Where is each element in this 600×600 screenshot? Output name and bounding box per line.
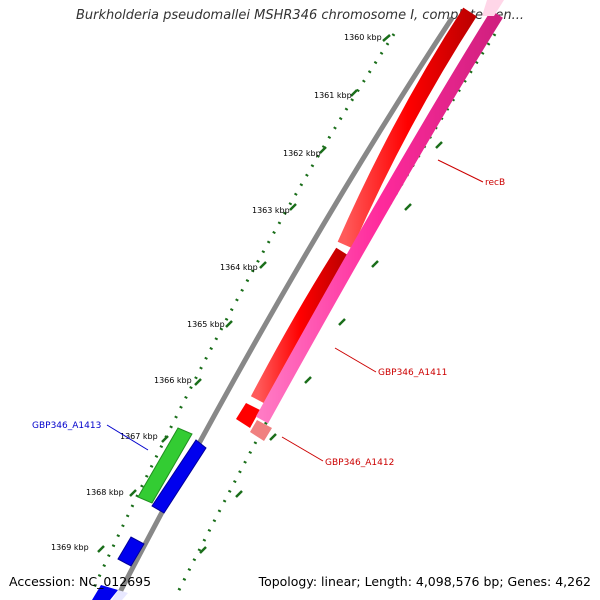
gene-blue-small[interactable] [117, 536, 145, 567]
gene-GBP346_A1411-arrowhead[interactable] [236, 403, 260, 428]
gene-faint-bottom [112, 590, 128, 600]
label-GBP346_A1412[interactable]: GBP346_A1412 [325, 458, 394, 468]
gene-blue-bottom[interactable] [92, 585, 118, 600]
gene-faint-top [482, 0, 504, 16]
map-title: Burkholderia pseudomallei MSHR346 chromo… [75, 8, 525, 23]
gene-GBP346_A1412[interactable] [250, 420, 272, 441]
ruler-outer-track [90, 33, 396, 593]
tick-label-1368: 1368 kbp [86, 488, 124, 497]
gene-recB[interactable] [337, 7, 477, 249]
tick-labels: 1360 kbp 1361 kbp 1362 kbp 1363 kbp 1364… [51, 33, 382, 552]
label-recB[interactable]: recB [485, 178, 505, 188]
tick-label-1365: 1365 kbp [187, 320, 225, 329]
outer-ruler-ticks [97, 34, 391, 553]
leader-GBP346_A1412 [281, 436, 324, 462]
tick-label-1361: 1361 kbp [314, 91, 352, 100]
label-GBP346_A1411[interactable]: GBP346_A1411 [378, 368, 447, 378]
tick-label-1364: 1364 kbp [220, 263, 258, 272]
tick-label-1366: 1366 kbp [154, 376, 192, 385]
leader-recB [437, 159, 484, 183]
leader-GBP346_A1413 [106, 424, 149, 451]
gene-GBP346_A1411[interactable] [250, 247, 350, 404]
tick-label-1369: 1369 kbp [51, 543, 89, 552]
sequence-backbone [115, 16, 455, 598]
tick-label-1363: 1363 kbp [252, 206, 290, 215]
ruler-inner-track [176, 33, 497, 593]
tick-label-1362: 1362 kbp [283, 149, 321, 158]
tick-label-1367: 1367 kbp [120, 432, 158, 441]
gene-green[interactable] [137, 427, 193, 504]
tick-label-1360: 1360 kbp [344, 33, 382, 42]
gene-pink-long[interactable] [255, 10, 503, 424]
label-GBP346_A1413[interactable]: GBP346_A1413 [32, 421, 101, 431]
accession-text: Accession: NC_012695 [9, 574, 152, 589]
inner-ruler-ticks [199, 141, 443, 554]
topology-summary: Topology: linear; Length: 4,098,576 bp; … [258, 574, 591, 589]
leader-GBP346_A1411 [334, 347, 377, 373]
gene-GBP346_A1413[interactable] [151, 439, 207, 514]
